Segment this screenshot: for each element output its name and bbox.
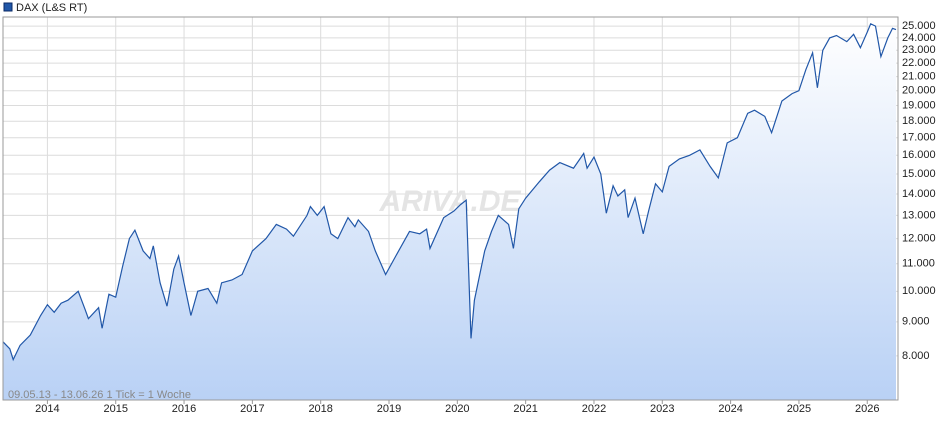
range-note: 09.05.13 - 13.06.26 1 Tick = 1 Woche [8,389,191,401]
x-tick-label: 2014 [35,403,59,415]
area [3,23,896,401]
x-tick-label: 2019 [377,403,401,415]
y-tick-label: 15.000 [902,168,936,180]
plot-frame [2,16,899,401]
y-tick-label: 9.000 [902,316,930,328]
y-tick-label: 21.000 [902,70,936,82]
x-tick-label: 2015 [103,403,127,415]
line [2,22,897,362]
y-tick-label: 16.000 [902,149,936,161]
y-tick-label: 17.000 [902,132,936,144]
y-tick-label: 24.000 [902,32,936,44]
y-tick-label: 8.000 [902,350,930,362]
y-tick-label: 20.000 [902,85,936,97]
axes: 8.000 9.000 10.000 11.000 12.000 13.000 14.000… [35,20,935,415]
y-tick-label: 18.000 [902,115,936,127]
x-tick-label: 2024 [718,403,742,415]
x-tick-label: 2020 [445,403,469,415]
y-tick-label: 12.000 [902,232,936,244]
x-tick-label: 2026 [855,403,879,415]
y-tick-label: 22.000 [902,57,936,69]
y-tick-label: 11.000 [902,258,935,270]
x-tick-label: 2018 [308,403,332,415]
x-tick-label: 2017 [240,403,264,415]
y-tick-label: 13.000 [902,209,936,221]
y-tick-label: 23.000 [902,44,936,56]
plot [2,22,897,401]
legend-label: DAX (L&S RT) [16,2,87,14]
x-tick-label: 2021 [513,403,537,415]
y-tick-label: 25.000 [902,20,936,32]
x-tick-label: 2022 [582,403,606,415]
watermark: ARIVA.DE [378,185,521,218]
y-tick-label: 10.000 [902,285,936,297]
legend-swatch [3,2,13,12]
x-tick-label: 2023 [650,403,674,415]
x-tick-label: 2025 [787,403,811,415]
y-tick-label: 19.000 [902,99,936,111]
y-tick-label: 14.000 [902,188,936,200]
x-tick-label: 2016 [172,403,196,415]
